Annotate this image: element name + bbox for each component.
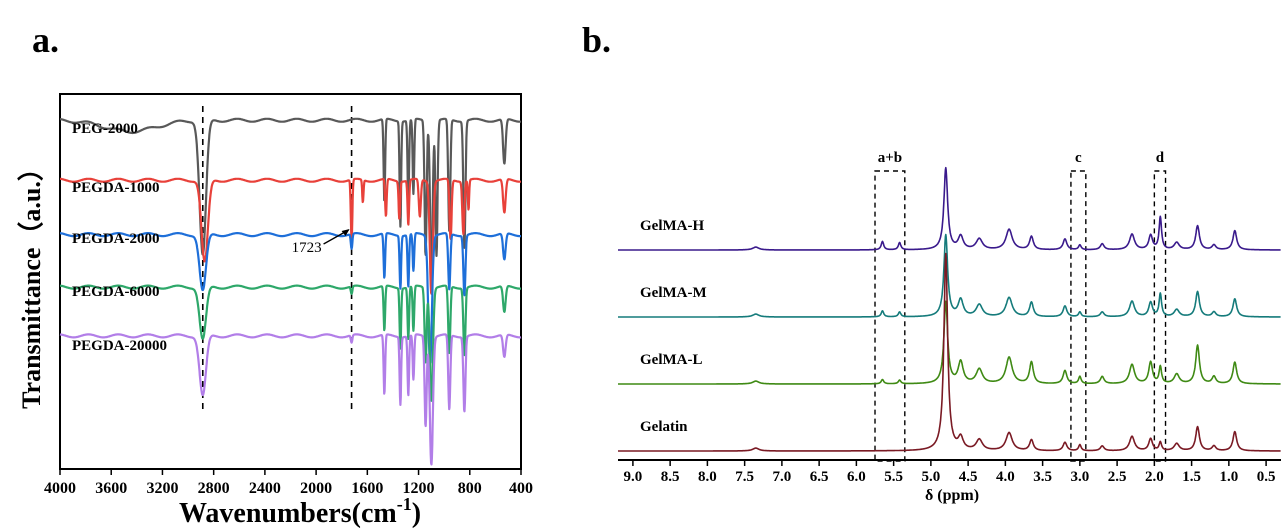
x-tick-label-2-5: 2.5 [1108,469,1127,485]
x-tick-label-4000: 4000 [44,480,76,497]
panel-b-x-axis-label: δ (ppm) [925,487,979,504]
x-tick-label-3200: 3200 [146,480,178,497]
x-tick-label-2-0: 2.0 [1145,469,1164,485]
panel-a-y-axis-label: Transmittance（a.u.） [17,155,46,409]
x-tick-label-800: 800 [458,480,482,497]
series-label-gelma-h: GelMA-H [640,218,704,234]
x-tick-label-7-5: 7.5 [735,469,754,485]
panel-b-x-ticks: 9.0 8.5 8.0 7.5 7.0 6.5 6.0 5.5 5.0 4.5 4.0 3.5 3.0 2… [624,460,1276,485]
x-tick-label-3-5: 3.5 [1033,469,1052,485]
x-tick-label-0-5: 0.5 [1257,469,1276,485]
x-tick-label-6-5: 6.5 [810,469,829,485]
x-tick-label-3-0: 3.0 [1070,469,1089,485]
x-tick-label-3600: 3600 [95,480,127,497]
panel-b: b. a+b c d GelMA-H GelMA-M GelMA-L Gelatin 9.… [582,20,1281,504]
panel-a-series-labels: PEG-2000 PEGDA-1000 PEGDA-2000 PEGDA-6000 PE… [72,121,167,354]
x-tick-label-2400: 2400 [249,480,281,497]
x-tick-label-1600: 1600 [351,480,383,497]
region-box-d [1154,171,1165,461]
series-label-gelatin: Gelatin [640,419,688,435]
panel-b-label: b. [582,20,611,60]
x-tick-label-6-0: 6.0 [847,469,866,485]
region-label-a-b: a+b [878,150,902,166]
panel-b-series [618,168,1281,451]
panel-a-x-axis-label: Wavenumbers(cm-1) [179,494,421,529]
x-tick-label-4-0: 4.0 [996,469,1015,485]
x-tick-label-400: 400 [509,480,533,497]
series-label-gelma-l: GelMA-L [640,352,702,368]
x-tick-label-4-5: 4.5 [959,469,978,485]
x-tick-label-1-0: 1.0 [1219,469,1238,485]
series-label-pegda-2000: PEGDA-2000 [72,231,160,247]
x-tick-label-2800: 2800 [198,480,230,497]
region-label-d: d [1156,150,1165,166]
series-label-pegda-20000: PEGDA-20000 [72,338,167,354]
x-tick-label-8-5: 8.5 [661,469,680,485]
panel-a-x-ticks: 4000 3600 3200 2800 2400 2000 1600 1200 800 400 [44,469,533,497]
series-label-gelma-m: GelMA-M [640,285,707,301]
x-tick-label-7-0: 7.0 [773,469,792,485]
panel-a-reference-lines [203,106,352,414]
panel-b-regions: a+b c d [875,150,1166,461]
panel-a-label: a. [32,20,59,60]
x-tick-label-1-5: 1.5 [1182,469,1201,485]
x-tick-label-5-5: 5.5 [884,469,903,485]
panel-a: a. PEG-2000 PEGDA-1000 PEGDA-2000 PEGDA-600… [17,20,533,529]
x-tick-label-8-0: 8.0 [698,469,717,485]
x-tick-label-5-0: 5.0 [922,469,941,485]
series-label-pegda-1000: PEGDA-1000 [72,180,160,196]
region-label-c: c [1075,150,1082,166]
x-tick-label-2000: 2000 [300,480,332,497]
series-label-pegda-6000: PEGDA-6000 [72,284,160,300]
series-line-gelma-h [618,168,1281,250]
series-label-peg-2000: PEG-2000 [72,121,138,137]
x-tick-label-9-0: 9.0 [624,469,643,485]
annotation-label: 1723 [292,240,322,256]
